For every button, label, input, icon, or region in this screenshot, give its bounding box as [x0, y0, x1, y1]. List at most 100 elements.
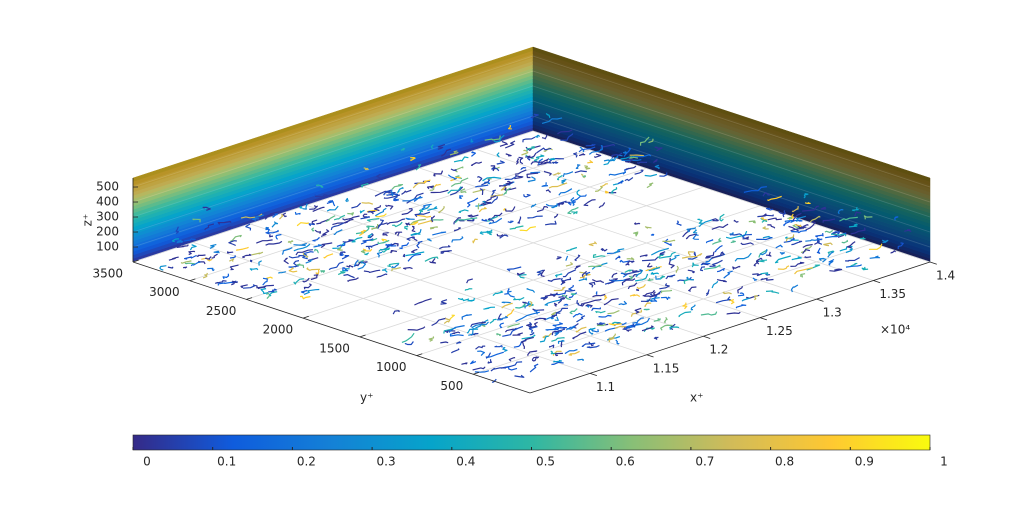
grid-line — [132, 100, 931, 233]
vortex — [217, 281, 232, 286]
vortex — [374, 190, 391, 197]
vortex — [491, 166, 500, 172]
vortex — [467, 297, 475, 302]
vortex — [438, 206, 445, 214]
vortex — [262, 277, 268, 286]
vortex — [376, 251, 383, 258]
vortex — [783, 236, 796, 243]
vortex — [791, 240, 803, 246]
vortex — [804, 256, 812, 258]
vortex — [330, 222, 345, 231]
vortex — [168, 256, 179, 261]
vortex — [385, 243, 397, 247]
vortex — [748, 220, 756, 224]
vortex — [578, 277, 588, 282]
vortex — [486, 231, 493, 236]
vortex — [560, 341, 563, 348]
vortex — [531, 356, 540, 361]
vortex — [663, 238, 672, 246]
vortex — [375, 213, 387, 218]
vortex — [385, 204, 394, 210]
vortex — [415, 164, 422, 171]
vortex — [272, 212, 278, 218]
vortex — [326, 205, 339, 212]
vortex — [464, 288, 473, 291]
vortex — [654, 146, 663, 152]
vortex — [611, 152, 623, 159]
vortex — [347, 212, 354, 216]
vortex — [530, 203, 537, 208]
vortex — [499, 234, 509, 239]
vortex — [399, 242, 410, 250]
vortex — [437, 144, 446, 150]
colorbar-tick-label: 0 — [143, 455, 151, 469]
vortex — [791, 206, 799, 213]
vortex — [201, 257, 213, 262]
vortex — [565, 246, 578, 252]
vortex — [479, 188, 484, 195]
x-exponent: ×10⁴ — [880, 323, 910, 337]
vortex — [618, 300, 628, 306]
vortex — [407, 326, 426, 331]
vortex — [188, 250, 196, 256]
vortex — [562, 171, 574, 178]
vortex — [526, 288, 536, 293]
vortex — [516, 272, 525, 276]
vortex — [333, 214, 346, 221]
vortex — [582, 175, 587, 178]
vortex — [722, 291, 732, 295]
vortex — [690, 304, 696, 311]
vortex — [320, 229, 330, 237]
vortex — [651, 247, 669, 256]
vortex — [604, 327, 618, 332]
vortex — [639, 254, 648, 258]
vortex — [809, 215, 821, 223]
vortex — [579, 273, 591, 279]
vortex — [550, 292, 558, 297]
vortex — [788, 225, 797, 232]
vortex — [548, 344, 555, 349]
vortex — [471, 151, 476, 157]
vortex — [543, 147, 554, 152]
vortex — [613, 154, 623, 159]
vortex — [670, 323, 676, 330]
vortex — [294, 211, 301, 215]
vortex — [351, 236, 363, 243]
tick-mark — [646, 354, 654, 358]
vortex — [381, 247, 391, 253]
vortex — [490, 193, 504, 198]
vortex — [325, 215, 336, 222]
vortex — [209, 243, 217, 249]
vortex — [548, 157, 556, 161]
vortex — [591, 307, 601, 312]
vortex — [625, 165, 637, 171]
vortex — [202, 272, 208, 279]
vortex — [346, 264, 354, 268]
vortex — [542, 332, 553, 339]
vortex — [572, 194, 587, 202]
vortex — [440, 148, 452, 157]
x-tick-label: 1.2 — [709, 343, 728, 357]
vortex — [623, 147, 632, 157]
vortex — [845, 257, 860, 262]
vortex — [451, 236, 464, 243]
vortex — [400, 147, 406, 151]
vortex — [449, 333, 464, 337]
vortex — [279, 214, 284, 220]
vortex — [762, 235, 773, 239]
vortex — [522, 301, 528, 304]
vortex — [827, 251, 834, 258]
vortex — [662, 239, 676, 242]
vortex — [659, 172, 668, 177]
vortex — [823, 242, 833, 247]
vortex — [478, 207, 487, 213]
vortex — [729, 232, 734, 235]
vortex — [536, 147, 552, 154]
vortex — [890, 250, 897, 254]
grid-line — [532, 130, 931, 263]
vortex — [521, 336, 534, 343]
vortex — [509, 225, 524, 230]
vortex — [501, 302, 513, 309]
vortex — [778, 211, 786, 218]
vortex — [711, 218, 719, 222]
